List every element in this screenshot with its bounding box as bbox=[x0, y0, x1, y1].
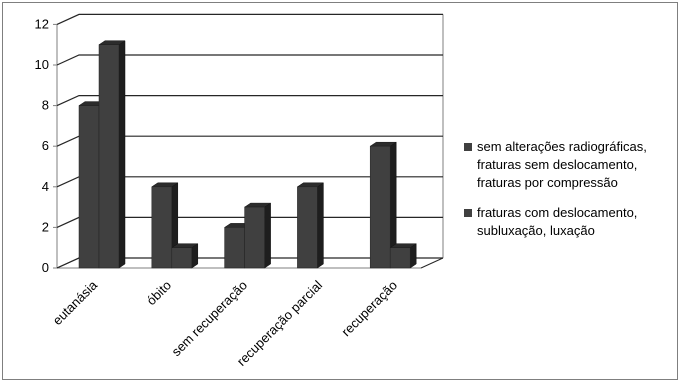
bar-0-2 bbox=[224, 227, 245, 269]
bar-1-4 bbox=[389, 247, 411, 269]
legend-label: fraturas sem deslocamento, bbox=[477, 157, 637, 172]
legend-swatch bbox=[464, 143, 472, 151]
x-category-label: óbito bbox=[144, 278, 175, 309]
gridline bbox=[56, 94, 443, 107]
y-tick-label: 8 bbox=[42, 98, 49, 113]
legend-label: sem alterações radiográficas, bbox=[477, 139, 647, 154]
chart-frame: 0 2 4 6 8 10 12 eutanásia óbito sem recuperação r… bbox=[2, 2, 678, 380]
y-tick-label: 10 bbox=[35, 57, 49, 72]
x-category-label: sem recuperação bbox=[168, 278, 250, 360]
gridline bbox=[56, 13, 443, 25]
bar-1-1 bbox=[171, 247, 193, 269]
legend-label: fraturas com deslocamento, bbox=[477, 205, 637, 220]
y-tick-label: 12 bbox=[35, 16, 49, 31]
bar-side bbox=[264, 202, 271, 269]
y-tick-label: 4 bbox=[42, 179, 49, 194]
x-category-label: recuperação bbox=[338, 278, 400, 340]
y-tick-label: 0 bbox=[42, 260, 49, 275]
legend: sem alterações radiográficas, fraturas se… bbox=[464, 139, 647, 238]
bar-1-2 bbox=[244, 206, 265, 269]
legend-label: fraturas por compressão bbox=[477, 175, 618, 190]
bar-0-3 bbox=[297, 186, 318, 269]
x-category-label: recuperação parcial bbox=[234, 277, 325, 368]
gridline bbox=[56, 54, 443, 66]
bar-side bbox=[118, 40, 126, 269]
y-tick-label: 6 bbox=[42, 138, 49, 153]
bar-0-4 bbox=[369, 145, 391, 269]
bar-side bbox=[317, 182, 324, 269]
bar-0-0 bbox=[78, 105, 100, 269]
y-tick-label: 2 bbox=[42, 219, 49, 234]
legend-swatch bbox=[464, 209, 472, 217]
x-category-label: eutanásia bbox=[50, 277, 101, 328]
floor-right-edge bbox=[420, 257, 444, 269]
bar-1-0 bbox=[98, 44, 120, 269]
y-axis-ticks: 0 2 4 6 8 10 12 bbox=[35, 16, 57, 275]
bar-0-1 bbox=[151, 186, 173, 269]
bars bbox=[78, 40, 418, 269]
legend-label: subluxação, luxação bbox=[477, 223, 595, 238]
